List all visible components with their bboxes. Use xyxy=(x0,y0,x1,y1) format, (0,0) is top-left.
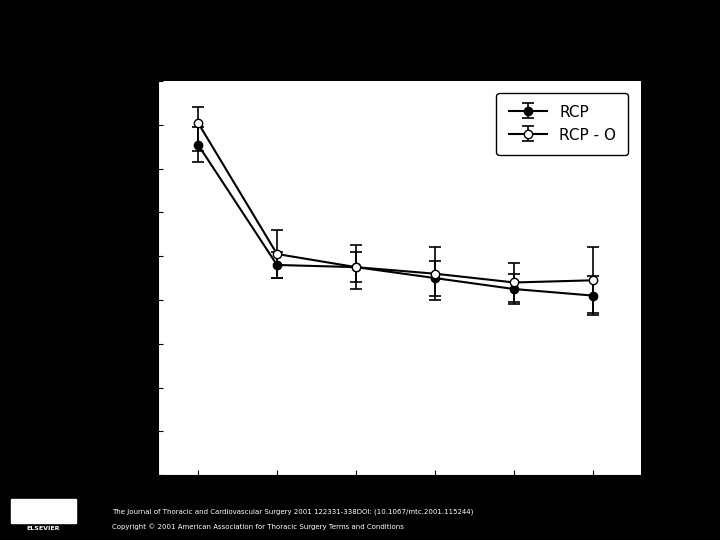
Text: The Journal of Thoracic and Cardiovascular Surgery 2001 122331-338DOI: (10.1067/: The Journal of Thoracic and Cardiovascul… xyxy=(112,509,473,515)
Bar xyxy=(11,499,76,523)
Text: ELSEVIER: ELSEVIER xyxy=(27,526,60,531)
Legend: RCP, RCP - O: RCP, RCP - O xyxy=(497,92,629,155)
Y-axis label: Average Saturation (%): Average Saturation (%) xyxy=(118,197,132,360)
Text: Fig. 3: Fig. 3 xyxy=(341,24,379,38)
X-axis label: Time (minutes): Time (minutes) xyxy=(347,498,452,512)
Text: Copyright © 2001 American Association for Thoracic Surgery Terms and Conditions: Copyright © 2001 American Association fo… xyxy=(112,524,403,530)
